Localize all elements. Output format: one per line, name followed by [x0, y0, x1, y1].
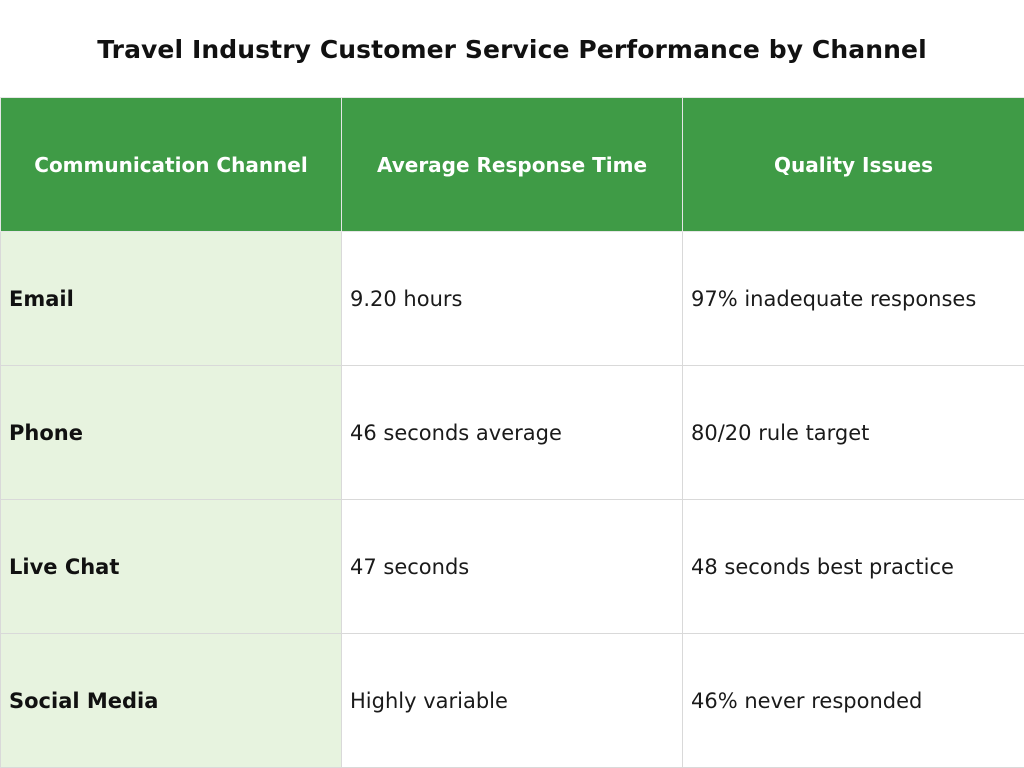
quality-issues-cell: 80/20 rule target	[682, 365, 1024, 500]
column-header-communication-channel: Communication Channel	[0, 97, 342, 232]
channel-cell: Email	[0, 231, 342, 366]
column-header-quality-issues: Quality Issues	[682, 97, 1024, 232]
quality-issues-cell: 46% never responded	[682, 633, 1024, 768]
response-time-cell: Highly variable	[341, 633, 683, 768]
channel-cell: Phone	[0, 365, 342, 500]
page-title: Travel Industry Customer Service Perform…	[97, 34, 927, 64]
performance-table: Communication Channel Average Response T…	[0, 97, 1024, 768]
channel-cell: Social Media	[0, 633, 342, 768]
response-time-cell: 47 seconds	[341, 499, 683, 634]
quality-issues-cell: 97% inadequate responses	[682, 231, 1024, 366]
table-row: Social Media Highly variable 46% never r…	[0, 633, 1024, 768]
response-time-cell: 9.20 hours	[341, 231, 683, 366]
table-row: Email 9.20 hours 97% inadequate response…	[0, 231, 1024, 366]
channel-cell: Live Chat	[0, 499, 342, 634]
quality-issues-cell: 48 seconds best practice	[682, 499, 1024, 634]
response-time-cell: 46 seconds average	[341, 365, 683, 500]
table-row: Phone 46 seconds average 80/20 rule targ…	[0, 365, 1024, 500]
table-header-row: Communication Channel Average Response T…	[0, 97, 1024, 232]
table-row: Live Chat 47 seconds 48 seconds best pra…	[0, 499, 1024, 634]
column-header-average-response-time: Average Response Time	[341, 97, 683, 232]
